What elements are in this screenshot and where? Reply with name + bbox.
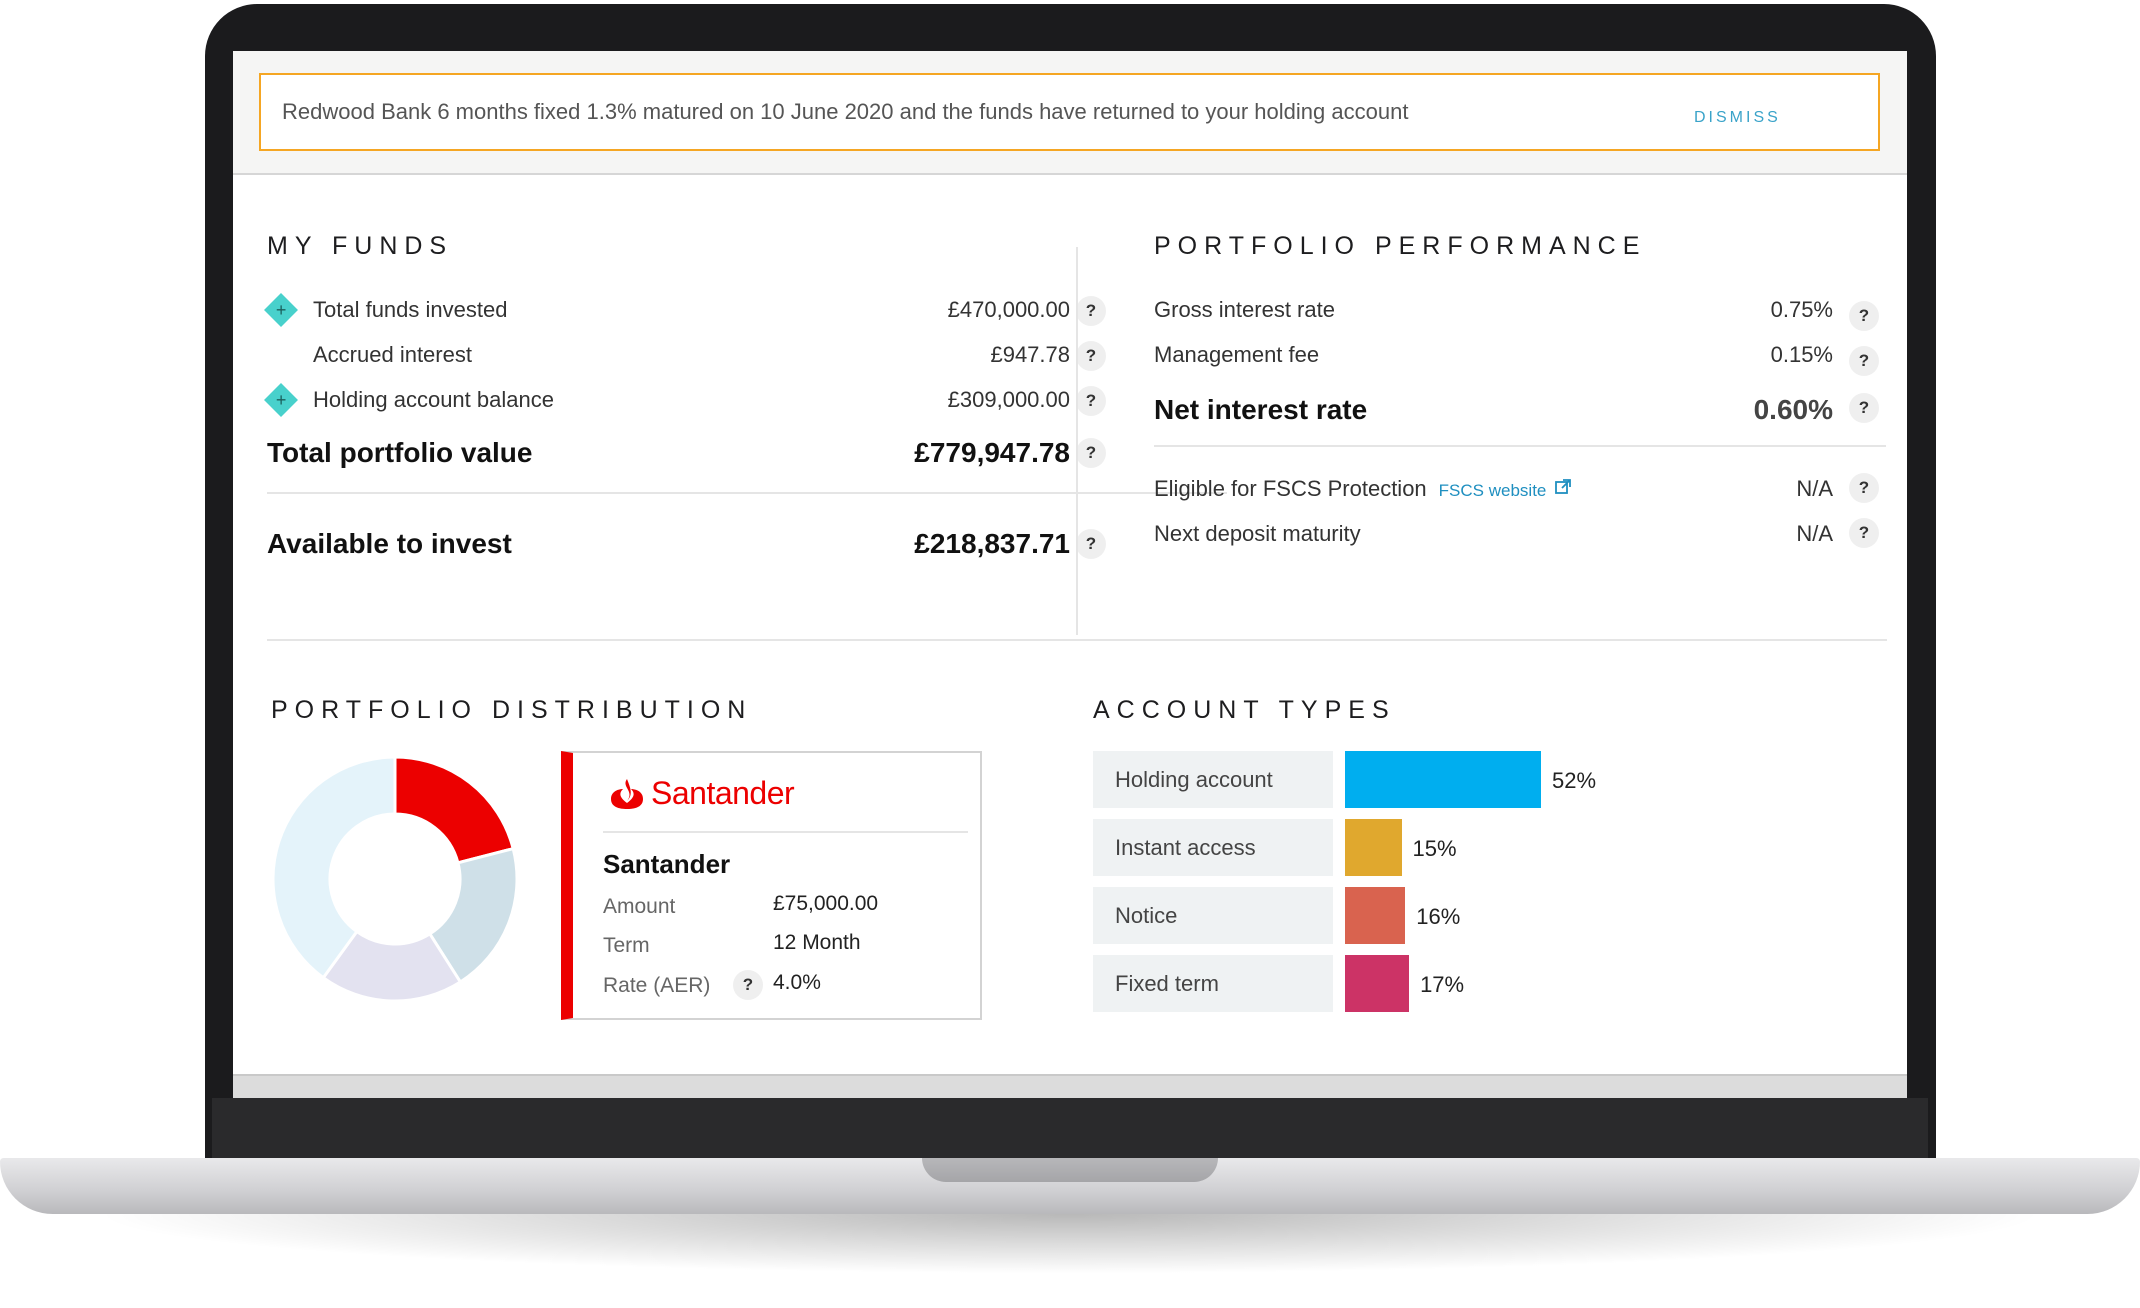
my-funds-title: MY FUNDS bbox=[267, 232, 454, 260]
term-label: Term bbox=[603, 934, 650, 957]
holding-balance-value: £309,000.00 bbox=[947, 387, 1070, 412]
amount-label: Amount bbox=[603, 895, 676, 918]
dismiss-button[interactable]: DISMISS bbox=[1694, 109, 1781, 126]
laptop-notch bbox=[922, 1158, 1218, 1182]
account-type-percent: 17% bbox=[1420, 972, 1465, 997]
portfolio-donut-chart bbox=[271, 755, 519, 1003]
total-portfolio-label: Total portfolio value bbox=[267, 437, 533, 468]
account-type-percent: 16% bbox=[1416, 904, 1461, 929]
fscs-row: Eligible for FSCS Protection FSCS websit… bbox=[1154, 476, 1572, 502]
flame-icon bbox=[611, 778, 643, 809]
help-icon[interactable]: ? bbox=[1076, 386, 1106, 416]
net-interest-value: 0.60% bbox=[1753, 394, 1833, 425]
section-divider bbox=[267, 639, 1887, 641]
fscs-label: Eligible for FSCS Protection bbox=[1154, 476, 1427, 501]
donut-segment-3[interactable] bbox=[271, 755, 397, 980]
account-types-title: ACCOUNT TYPES bbox=[1093, 696, 1396, 724]
available-to-invest-label: Available to invest bbox=[267, 528, 512, 559]
help-icon[interactable]: ? bbox=[733, 970, 763, 1000]
laptop-bezel bbox=[212, 1098, 1928, 1158]
account-type-label: Instant access bbox=[1093, 819, 1333, 876]
account-type-percent: 52% bbox=[1552, 768, 1597, 793]
available-to-invest-value: £218,837.71 bbox=[914, 528, 1070, 559]
account-type-label: Notice bbox=[1093, 887, 1333, 944]
rate-value: 4.0% bbox=[773, 971, 821, 994]
account-type-bar[interactable] bbox=[1345, 955, 1410, 1012]
notification-banner: Redwood Bank 6 months fixed 1.3% matured… bbox=[259, 73, 1880, 151]
amount-value: £75,000.00 bbox=[773, 892, 879, 915]
help-icon[interactable]: ? bbox=[1849, 301, 1879, 331]
accrued-interest-label: Accrued interest bbox=[313, 342, 472, 367]
term-value: 12 Month bbox=[773, 931, 861, 954]
account-type-label: Fixed term bbox=[1093, 955, 1333, 1012]
laptop-shadow bbox=[90, 1214, 2050, 1274]
divider bbox=[1154, 445, 1886, 447]
help-icon[interactable]: ? bbox=[1849, 518, 1879, 548]
help-icon[interactable]: ? bbox=[1849, 346, 1879, 376]
total-funds-invested-label: Total funds invested bbox=[313, 297, 508, 322]
logo-text: Santander bbox=[651, 775, 795, 811]
help-icon[interactable]: ? bbox=[1076, 296, 1106, 326]
gross-interest-value: 0.75% bbox=[1770, 297, 1833, 322]
portfolio-performance-title: PORTFOLIO PERFORMANCE bbox=[1154, 232, 1647, 260]
total-portfolio-value: £779,947.78 bbox=[914, 437, 1070, 468]
management-fee-label: Management fee bbox=[1154, 342, 1320, 367]
next-maturity-label: Next deposit maturity bbox=[1154, 521, 1361, 546]
net-interest-label: Net interest rate bbox=[1154, 394, 1368, 425]
help-icon[interactable]: ? bbox=[1076, 438, 1106, 468]
notification-bar: Redwood Bank 6 months fixed 1.3% matured… bbox=[233, 51, 1907, 175]
donut-segment-0[interactable] bbox=[393, 755, 515, 865]
provider-card: Santander Santander Amount £75,000.00 Te… bbox=[561, 751, 982, 1020]
next-maturity-value: N/A bbox=[1796, 521, 1833, 546]
provider-name: Santander bbox=[603, 849, 731, 879]
fscs-website-link[interactable]: FSCS website bbox=[1438, 481, 1547, 500]
app-screen: Redwood Bank 6 months fixed 1.3% matured… bbox=[233, 51, 1907, 1098]
portfolio-distribution-title: PORTFOLIO DISTRIBUTION bbox=[271, 696, 753, 724]
fscs-value: N/A bbox=[1796, 476, 1833, 501]
divider bbox=[267, 492, 1227, 494]
account-type-percent: 15% bbox=[1412, 836, 1457, 861]
management-fee-value: 0.15% bbox=[1770, 342, 1833, 367]
rate-label: Rate (AER) bbox=[603, 974, 711, 997]
plus-diamond-icon[interactable]: + bbox=[264, 383, 298, 417]
account-type-bar[interactable] bbox=[1345, 819, 1402, 876]
account-type-bar[interactable] bbox=[1345, 887, 1406, 944]
plus-diamond-icon[interactable]: + bbox=[264, 293, 298, 327]
help-icon[interactable]: ? bbox=[1076, 341, 1106, 371]
help-icon[interactable]: ? bbox=[1849, 473, 1879, 503]
holding-balance-label: Holding account balance bbox=[313, 387, 554, 412]
santander-logo: Santander bbox=[609, 775, 795, 812]
help-icon[interactable]: ? bbox=[1849, 393, 1879, 423]
accrued-interest-value: £947.78 bbox=[990, 342, 1070, 367]
section-divider bbox=[1076, 247, 1078, 635]
account-type-bar[interactable] bbox=[1345, 751, 1541, 808]
total-funds-invested-value: £470,000.00 bbox=[947, 297, 1070, 322]
card-divider bbox=[603, 831, 968, 833]
notification-message: Redwood Bank 6 months fixed 1.3% matured… bbox=[282, 99, 1409, 124]
gross-interest-label: Gross interest rate bbox=[1154, 297, 1335, 322]
help-icon[interactable]: ? bbox=[1076, 529, 1106, 559]
screen-footer-strip bbox=[233, 1074, 1907, 1098]
account-type-label: Holding account bbox=[1093, 751, 1333, 808]
external-link-icon[interactable] bbox=[1554, 478, 1572, 496]
